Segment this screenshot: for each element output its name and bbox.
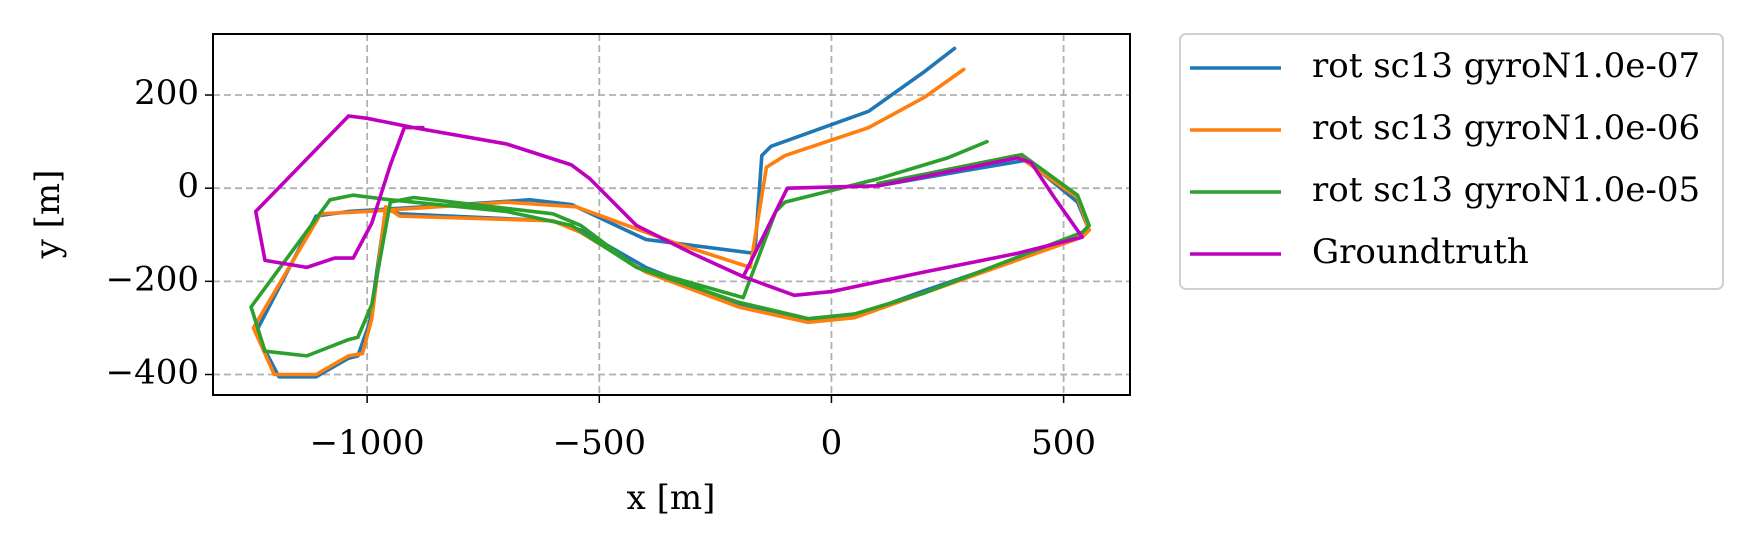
y-tick-label: 0 [177, 166, 199, 206]
x-tick-label: −500 [553, 423, 646, 463]
legend-label: Groundtruth [1312, 232, 1529, 272]
series-line [249, 139, 1091, 358]
series-line [253, 114, 1084, 298]
plot-frame [212, 33, 1131, 396]
legend-label: rot sc13 gyroN1.0e-07 [1312, 46, 1700, 86]
y-tick-label: 200 [134, 73, 199, 113]
x-axis-label: x [m] [627, 478, 716, 518]
legend-box [1179, 33, 1724, 290]
y-tick-label: −200 [106, 259, 199, 299]
x-tick-label: 500 [1031, 423, 1096, 463]
x-tick-label: 0 [821, 423, 843, 463]
y-tick-label: −400 [106, 353, 199, 393]
series-line [253, 46, 1091, 379]
x-tick-label: −1000 [310, 423, 425, 463]
series-line [251, 67, 1091, 377]
y-axis-label: y [m] [28, 170, 68, 260]
legend-label: rot sc13 gyroN1.0e-05 [1312, 170, 1700, 210]
legend-label: rot sc13 gyroN1.0e-06 [1312, 108, 1700, 148]
